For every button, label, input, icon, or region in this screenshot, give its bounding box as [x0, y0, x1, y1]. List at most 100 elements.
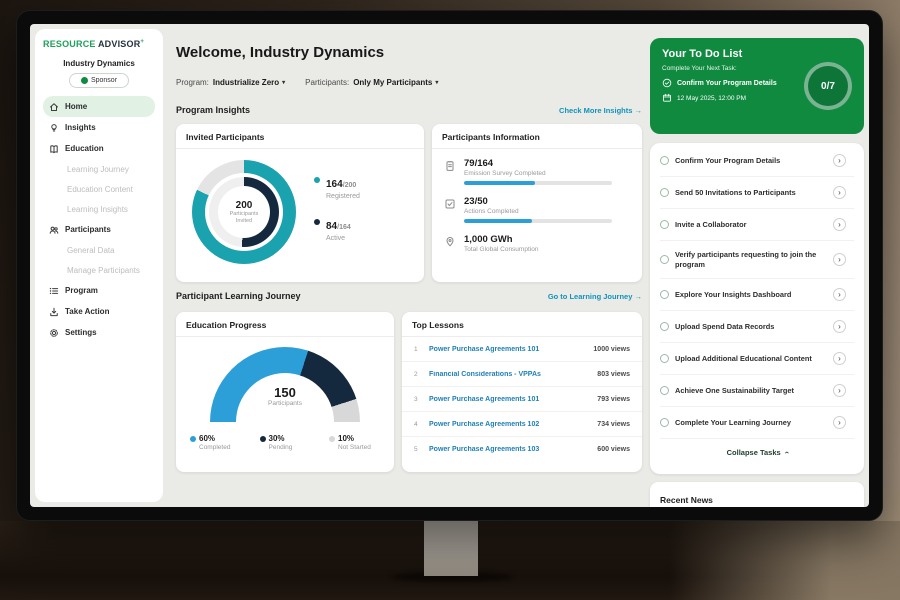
legend-dot [329, 435, 335, 442]
todo-task-list: Confirm Your Program Details › Send 50 I… [650, 143, 864, 474]
education-progress-card: Education Progress 150 Participants 60% … [176, 312, 394, 472]
task-row[interactable]: Invite a Collaborator › [660, 209, 854, 241]
filters-bar: Program: Industrialize Zero ▾ Participan… [176, 78, 438, 87]
chevron-down-icon: ▾ [435, 80, 439, 86]
lesson-views: 803 views [597, 370, 630, 378]
task-row[interactable]: Explore Your Insights Dashboard › [660, 279, 854, 312]
lesson-row: 3 Power Purchase Agreements 101 793 view… [402, 387, 642, 412]
stand-shadow [392, 572, 512, 582]
program-icon [49, 287, 59, 294]
participants-select[interactable]: Only My Participants ▾ [353, 78, 438, 87]
sidebar-item-education[interactable]: Education [43, 138, 155, 159]
lesson-link[interactable]: Power Purchase Agreements 101 [429, 345, 540, 353]
program-select-value: Industrialize Zero [212, 78, 280, 87]
lesson-views: 600 views [597, 446, 630, 453]
task-row[interactable]: Complete Your Learning Journey › [660, 407, 854, 440]
home-icon [50, 102, 58, 111]
chevron-right-icon: › [833, 288, 846, 302]
sponsor-badge[interactable]: Sponsor [69, 73, 129, 88]
legend-dot [314, 219, 320, 225]
sidebar-item-take-action[interactable]: Take Action [43, 301, 155, 322]
sidebar-item-label: Manage Participants [67, 265, 140, 275]
card-title: Top Lessons [402, 312, 642, 337]
sidebar-item-label: Program [65, 286, 98, 295]
sidebar-item-participants[interactable]: Participants [43, 219, 155, 240]
lesson-row: 5 Power Purchase Agreements 103 600 view… [414, 446, 630, 453]
invited-donut-ring-outer: 200 Participants Invited [192, 160, 296, 264]
legend-completed: 60% Completed [190, 434, 241, 452]
chevron-right-icon: › [833, 218, 846, 231]
go-to-learning-journey-link[interactable]: Go to Learning Journey → [547, 291, 642, 301]
monitor-bezel: RESOURCE ADVISOR+ Industry Dynamics Spon… [16, 10, 883, 521]
lesson-views: 793 views [597, 395, 630, 403]
participants-information-card: Participants Information 79/164 Emission… [432, 124, 642, 282]
lesson-row: 4 Power Purchase Agreements 102 734 view… [402, 412, 642, 437]
sidebar-item-label: Settings [65, 328, 97, 337]
task-row[interactable]: Achieve One Sustainability Target › [660, 375, 854, 408]
sidebar-item-settings[interactable]: Settings [43, 322, 155, 343]
invited-donut-gap: 200 Participants Invited [205, 173, 283, 251]
task-radio-icon [660, 188, 669, 197]
todo-progress-ring: 0/7 [804, 62, 852, 110]
todo-next-task[interactable]: Confirm Your Program Details [662, 78, 802, 88]
program-filter-label: Program: [176, 78, 209, 87]
monitor-stand [424, 516, 478, 576]
task-row[interactable]: Verify participants requesting to join t… [660, 241, 854, 280]
sponsor-label: Sponsor [90, 77, 118, 84]
invited-count-label: Participants Invited [229, 210, 259, 224]
take-action-icon [50, 307, 58, 316]
sponsor-icon [80, 77, 88, 84]
lesson-link[interactable]: Power Purchase Agreements 102 [429, 420, 540, 428]
app-logo: RESOURCE ADVISOR+ [43, 39, 155, 49]
check-more-insights-link[interactable]: Check More Insights → [559, 105, 643, 115]
sidebar-item-learning-journey[interactable]: Learning Journey [43, 159, 155, 179]
todo-subtitle: Complete Your Next Task: [662, 65, 737, 72]
task-row[interactable]: Confirm Your Program Details › [660, 145, 854, 177]
sidebar-item-learning-insights[interactable]: Learning Insights [43, 199, 155, 219]
sidebar-item-insights[interactable]: Insights [43, 117, 155, 138]
task-row[interactable]: Send 50 Invitations to Participants › [660, 177, 854, 209]
sidebar-item-home[interactable]: Home [43, 96, 155, 117]
todo-panel-header: Your To Do List Complete Your Next Task:… [650, 38, 864, 134]
recent-news-card: Recent News [650, 482, 864, 507]
todo-title: Your To Do List [662, 48, 743, 60]
todo-next-due: 12 May 2025, 12:00 PM [662, 93, 802, 103]
actions-progress-bar [464, 219, 612, 223]
sidebar-item-label: Learning Insights [67, 204, 128, 214]
lesson-link[interactable]: Power Purchase Agreements 103 [429, 446, 540, 453]
invited-donut-center: 200 Participants Invited [218, 186, 270, 238]
chevron-right-icon: › [833, 320, 846, 334]
task-radio-icon [660, 290, 669, 300]
task-row[interactable]: Upload Spend Data Records › [660, 311, 854, 344]
lesson-link[interactable]: Financial Considerations - VPPAs [429, 370, 541, 378]
participants-filter-label: Participants: [305, 78, 350, 87]
brand-secondary: ADVISOR [97, 39, 141, 49]
sidebar-item-education-content[interactable]: Education Content [43, 179, 155, 199]
page-title: Welcome, Industry Dynamics [176, 44, 385, 61]
invited-participants-card: Invited Participants 200 Participants In… [176, 124, 424, 282]
arrow-right-icon: → [634, 105, 643, 115]
sidebar-item-program[interactable]: Program [43, 280, 155, 301]
calendar-icon [663, 93, 671, 102]
section-title: Program Insights [176, 105, 251, 115]
lesson-views: 734 views [597, 420, 630, 428]
recent-news-title: Recent News [660, 495, 713, 505]
sidebar-item-label: Insights [65, 123, 96, 132]
stat-global-consumption: 1,000 GWh Total Global Consumption [444, 234, 630, 253]
legend-active: 84/164 Active [314, 216, 360, 242]
sidebar-item-label: Education Content [67, 184, 133, 194]
program-select[interactable]: Industrialize Zero ▾ [213, 78, 285, 87]
lesson-link[interactable]: Power Purchase Agreements 101 [429, 395, 540, 403]
sidebar-item-manage-participants[interactable]: Manage Participants [43, 260, 155, 280]
emission-progress-bar [464, 181, 612, 185]
task-row[interactable]: Upload Additional Educational Content › [660, 343, 854, 376]
dashboard-screen: RESOURCE ADVISOR+ Industry Dynamics Spon… [30, 24, 869, 507]
task-radio-icon [660, 322, 669, 332]
education-gauge-center: 150 Participants [268, 385, 302, 407]
collapse-tasks-link[interactable]: Collapse Tasks › [726, 448, 791, 458]
task-radio-icon [660, 156, 669, 165]
chevron-right-icon: › [833, 352, 846, 366]
sidebar-item-general-data[interactable]: General Data [43, 240, 155, 260]
brand-primary: RESOURCE [43, 39, 96, 49]
